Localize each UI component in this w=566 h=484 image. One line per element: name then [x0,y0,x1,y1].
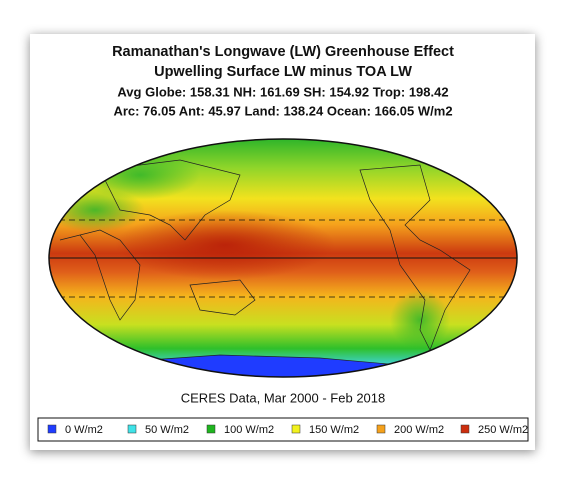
globe-outline [48,138,518,378]
coastline [189,279,256,316]
coastline [59,229,141,321]
coastline [359,164,471,351]
coastline [99,159,241,241]
title-line: Upwelling Surface LW minus TOA LW [154,64,412,80]
legend-label: 200 W/m2 [394,424,444,436]
legend-label: 250 W/m2 [478,424,528,436]
dry-region [390,290,450,350]
legend-label: 50 W/m2 [145,424,189,436]
legend-swatch [460,424,470,434]
legend-label: 0 W/m2 [65,424,103,436]
legend-label: 150 W/m2 [309,424,359,436]
legend-swatch [376,424,386,434]
legend-box [37,417,529,442]
legend-swatch [127,424,137,434]
warm-pool [115,210,335,280]
legend-swatch [206,424,216,434]
caption: CERES Data, Mar 2000 - Feb 2018 [181,390,386,405]
map [49,139,517,377]
legend-label: 100 W/m2 [224,424,274,436]
legend-swatch [291,424,301,434]
stats-line: Avg Globe: 158.31 NH: 161.69 SH: 154.92 … [117,84,448,99]
title-line: Ramanathan's Longwave (LW) Greenhouse Ef… [112,44,454,60]
dry-region [80,150,200,200]
stats-line: Arc: 76.05 Ant: 45.97 Land: 138.24 Ocean… [113,103,452,118]
legend-swatch [47,424,57,434]
